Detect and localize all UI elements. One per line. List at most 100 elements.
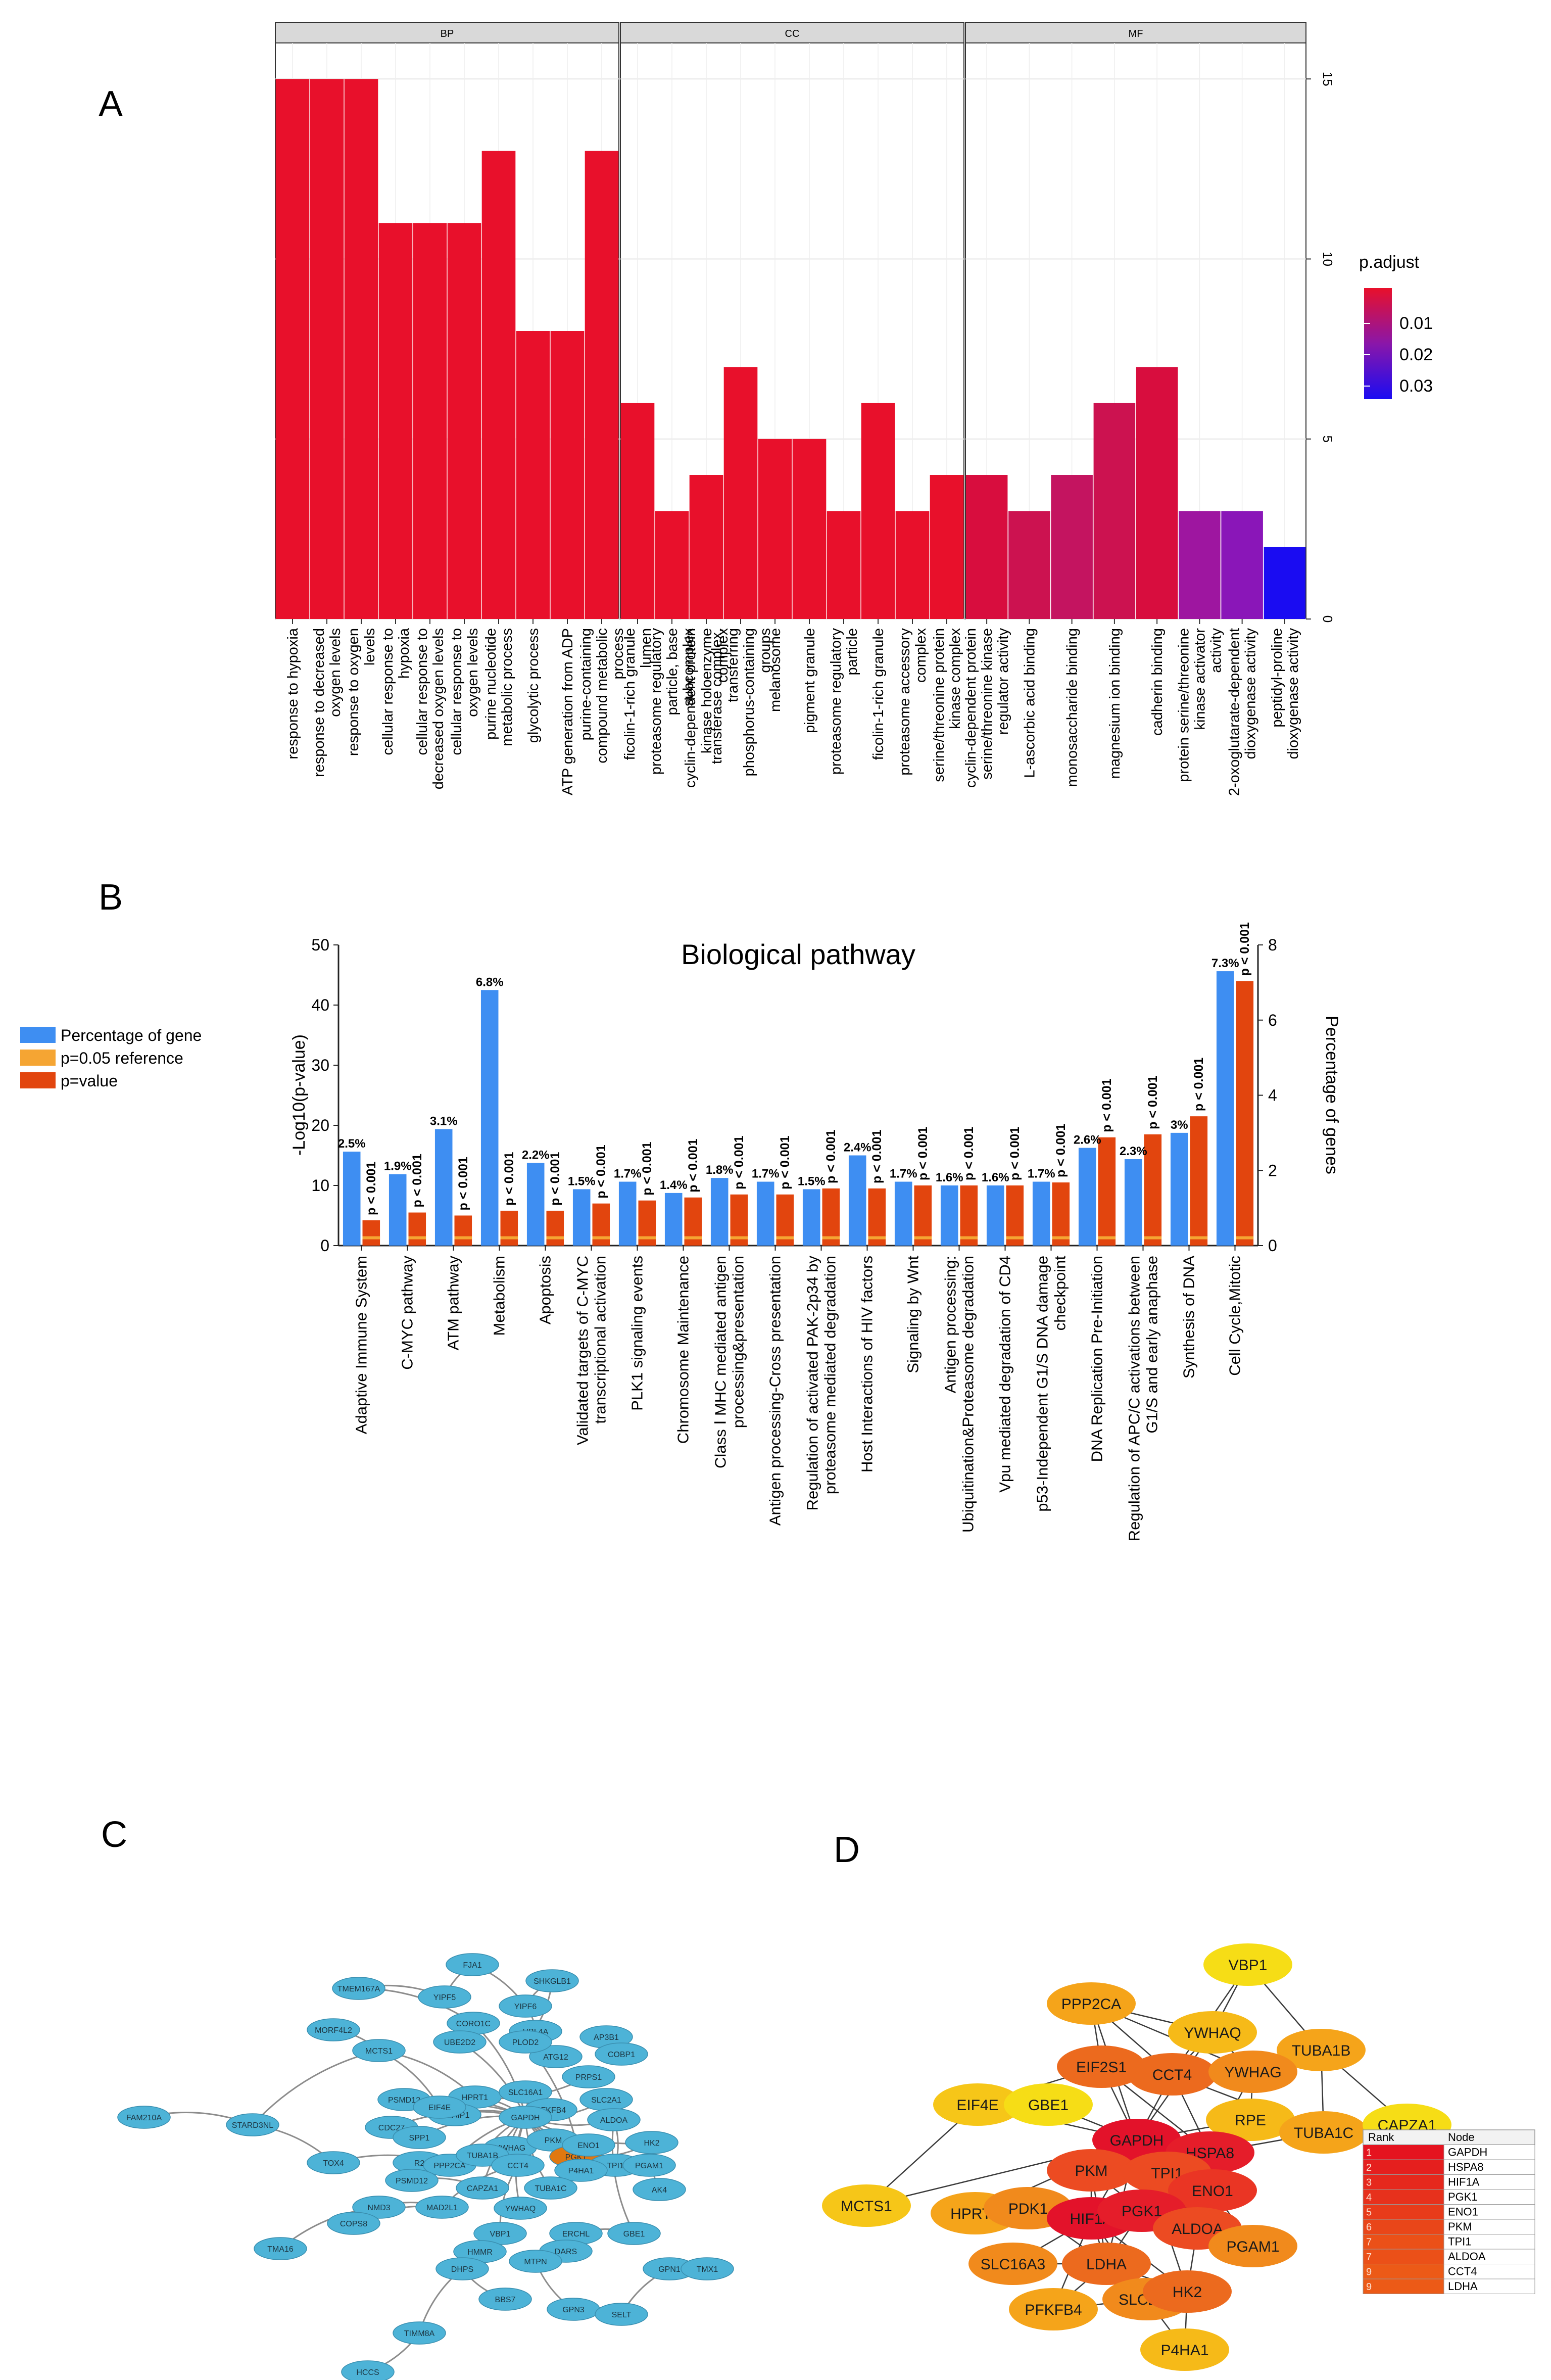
reference-marker — [638, 1236, 656, 1240]
reference-marker — [592, 1236, 610, 1240]
table-node-cell — [1443, 2189, 1535, 2205]
percentage-label: 7.3% — [1211, 957, 1239, 970]
network-node-label: PSMD12 — [396, 2177, 428, 2185]
percentage-label: 3% — [1171, 1118, 1188, 1132]
pvalue-bar — [1190, 1116, 1208, 1246]
pvalue-label: p < 0.001 — [1146, 1075, 1160, 1129]
pvalue-label: p < 0.001 — [1008, 1127, 1022, 1180]
network-node-label: TPI1 — [607, 2162, 624, 2170]
network-node — [529, 2045, 583, 2068]
pvalue-label: p < 0.001 — [824, 1130, 838, 1183]
go-term-label: monosaccharide binding — [1064, 628, 1081, 787]
hub-node — [1277, 2029, 1366, 2071]
go-term-label: transferase complex,transferringphosphor… — [709, 628, 773, 776]
percentage-bar — [1216, 971, 1234, 1246]
network-node-label: P4HA1 — [568, 2167, 594, 2175]
network-node-label: CDC27 — [378, 2124, 405, 2132]
network-node-label: HMMR — [467, 2248, 493, 2257]
network-node-label: DARS — [555, 2248, 577, 2256]
go-bar — [965, 475, 1008, 619]
percentage-bar — [434, 1129, 453, 1246]
hub-node-label: CCT4 — [1152, 2067, 1192, 2083]
network-node — [332, 1977, 385, 2000]
table-rank-cell — [1363, 2174, 1444, 2190]
hub-node-label: EIF4E — [956, 2097, 998, 2114]
pathway-label: DNA Replication Pre-Initiation — [1088, 1256, 1106, 1462]
hub-node — [1208, 2051, 1297, 2093]
pvalue-label: p < 0.001 — [364, 1162, 378, 1215]
hub-node-label: ENO1 — [1192, 2183, 1233, 2200]
table-rank-cell — [1363, 2204, 1444, 2220]
y-tick-right-label: 4 — [1268, 1086, 1277, 1105]
table-node-value: HIF1A — [1448, 2176, 1480, 2188]
reference-marker — [868, 1236, 886, 1240]
go-term-label: cellular response tooxygen levels — [449, 628, 481, 755]
network-node-label: FJA1 — [463, 1961, 481, 1970]
reference-marker — [362, 1236, 380, 1240]
network-node — [681, 2257, 734, 2280]
network-node — [307, 2018, 360, 2041]
go-bar — [1179, 511, 1221, 619]
go-bar — [1221, 511, 1263, 619]
hub-node-label: GBE1 — [1028, 2097, 1069, 2114]
network-node — [607, 2222, 661, 2245]
network-node-label: UBE2D2 — [444, 2038, 475, 2047]
percentage-label: 2.2% — [522, 1148, 550, 1162]
network-node — [509, 2250, 562, 2273]
biological-pathway-chart: Biological pathway -Log10(p-value) Perce… — [20, 922, 1341, 1541]
y-tick-label: 5 — [1320, 436, 1335, 443]
network-node — [499, 2080, 552, 2104]
pvalue-bar — [1006, 1185, 1024, 1246]
hub-node-label: PFKFB4 — [1025, 2302, 1082, 2318]
network-node — [525, 1969, 579, 1992]
pvalue-bar — [868, 1188, 886, 1246]
go-bar — [1136, 367, 1178, 619]
hub-node-label: P4HA1 — [1160, 2342, 1208, 2359]
pathway-label: PLK1 signaling events — [628, 1256, 646, 1411]
network-node-label: MTPN — [524, 2258, 547, 2266]
go-term-label: purine-containingcompound metabolicproce… — [578, 628, 626, 764]
table-node-value: LDHA — [1448, 2280, 1478, 2293]
pvalue-label: p < 0.001 — [594, 1145, 608, 1198]
panel-label-a: A — [99, 84, 123, 124]
network-node — [418, 1985, 471, 2009]
go-term-label: melanosome — [767, 628, 784, 712]
go-bar — [1093, 403, 1136, 619]
percentage-label: 1.7% — [890, 1167, 917, 1181]
network-node-label: HCCS — [356, 2368, 379, 2377]
pathway-y-axis-right-label: Percentage of genes — [1322, 1016, 1341, 1174]
pvalue-bar — [822, 1188, 840, 1246]
hub-node-label: TUBA1C — [1294, 2125, 1353, 2141]
percentage-label: 2.4% — [844, 1141, 871, 1155]
network-node — [352, 2196, 406, 2219]
network-node-label: CAPZA1 — [467, 2184, 498, 2193]
network-node-label: PRPS1 — [575, 2073, 602, 2082]
pathway-y-axis-label: -Log10(p-value) — [289, 1034, 309, 1156]
pathway-chart-title: Biological pathway — [681, 938, 915, 970]
pvalue-label: p < 0.001 — [640, 1141, 654, 1195]
go-bar — [930, 475, 964, 619]
network-node-label: AP3B1 — [594, 2033, 619, 2042]
y-tick-label: 50 — [311, 936, 329, 954]
pvalue-label: p < 0.001 — [916, 1127, 930, 1180]
network-node-label: PKM — [545, 2136, 562, 2145]
table-node-cell — [1443, 2204, 1535, 2220]
pvalue-label: p < 0.001 — [456, 1157, 470, 1210]
pvalue-label: p < 0.001 — [962, 1127, 976, 1180]
network-node — [413, 2096, 466, 2119]
go-term-label: peptidyl-prolinedioxygenase activity — [1269, 628, 1301, 759]
table-rank-cell — [1363, 2219, 1444, 2234]
percentage-bar — [343, 1152, 361, 1246]
y-tick-label: 30 — [311, 1056, 329, 1074]
hub-rank-table: Rank Node 1 GAPDH 2 HSPA8 3 HIF1A 4 PGK1 5 ENO1 6 PKM… — [1363, 2129, 1535, 2294]
hub-node — [1092, 2119, 1181, 2161]
facet-strip — [620, 22, 964, 43]
table-node-value: CCT4 — [1448, 2265, 1477, 2278]
percentage-label: 2.6% — [1074, 1133, 1101, 1147]
table-rank-value: 7 — [1366, 2237, 1372, 2248]
pvalue-bar — [408, 1212, 426, 1246]
network-node — [491, 2154, 545, 2177]
pvalue-label: p < 0.001 — [732, 1135, 746, 1189]
go-term-label: purine nucleotidemetabolic process — [483, 628, 515, 746]
pathway-label: Synthesis of DNA — [1180, 1256, 1198, 1378]
